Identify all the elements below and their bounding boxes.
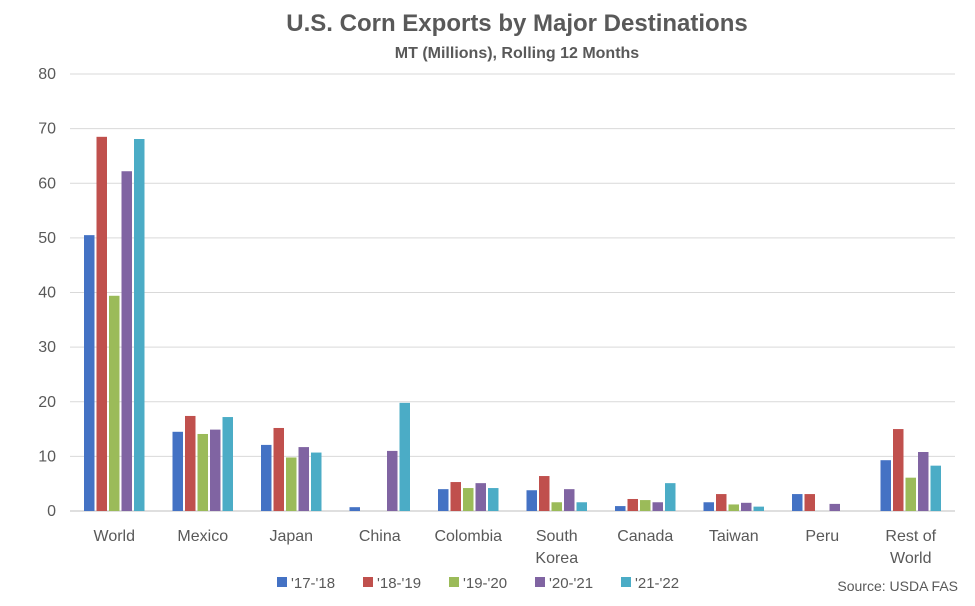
bar <box>905 477 916 511</box>
bar <box>222 417 233 511</box>
legend-swatch <box>621 577 631 587</box>
legend-swatch <box>449 577 459 587</box>
source-note: Source: USDA FAS <box>837 578 958 594</box>
bar <box>741 502 752 511</box>
bar <box>261 444 272 511</box>
y-tick-label: 0 <box>47 503 56 520</box>
x-tick-label: South Korea <box>535 528 578 567</box>
bar <box>84 235 95 512</box>
x-tick-label: Colombia <box>434 528 502 545</box>
y-tick-label: 80 <box>38 66 56 83</box>
bar <box>918 452 929 511</box>
bar <box>829 503 840 511</box>
bar <box>197 433 208 511</box>
bar <box>615 506 626 511</box>
x-tick-label-line: Taiwan <box>709 528 759 545</box>
bar <box>134 139 145 511</box>
x-tick-label-line: Rest of <box>885 528 936 545</box>
y-axis: 0 10 20 30 40 50 60 70 80 <box>38 66 56 520</box>
y-tick-label: 30 <box>38 339 56 356</box>
x-tick-label-line: Peru <box>805 528 839 545</box>
gridlines <box>70 73 955 512</box>
chart-subtitle: MT (Millions), Rolling 12 Months <box>395 45 640 62</box>
bar <box>930 465 941 511</box>
bar <box>387 450 398 511</box>
x-tick-label: Mexico <box>177 528 228 545</box>
bar <box>109 295 120 511</box>
legend-swatch <box>277 577 287 587</box>
x-tick-label-line: Canada <box>617 528 673 545</box>
legend-label: '19-'20 <box>463 575 507 592</box>
bar <box>792 494 803 511</box>
bar <box>463 488 474 511</box>
x-tick-label-line: World <box>94 528 136 545</box>
x-tick-label-line: World <box>890 550 932 567</box>
legend-swatch <box>363 577 373 587</box>
y-tick-label: 20 <box>38 394 56 411</box>
y-tick-label: 40 <box>38 285 56 302</box>
bar <box>893 429 904 511</box>
bar <box>753 506 764 511</box>
bar <box>172 431 183 511</box>
bar <box>450 482 461 511</box>
bar <box>564 489 575 511</box>
bar <box>576 502 587 511</box>
legend: '17-'18 '18-'19 '19-'20 '20-'21 '21-'22 <box>277 575 679 592</box>
chart-title: U.S. Corn Exports by Major Destinations <box>286 10 747 37</box>
bar <box>526 490 537 511</box>
legend-label: '21-'22 <box>635 575 679 592</box>
x-tick-label: Japan <box>269 528 313 545</box>
bar <box>311 452 322 511</box>
legend-swatch <box>535 577 545 587</box>
bar <box>703 502 714 511</box>
bar <box>488 488 499 511</box>
bar <box>273 427 284 511</box>
x-tick-label: Taiwan <box>709 528 759 545</box>
bar <box>121 171 132 512</box>
bar <box>539 476 550 511</box>
x-axis: World Mexico Japan China Colombia South Korea C… <box>94 528 937 567</box>
y-tick-label: 50 <box>38 230 56 247</box>
bar <box>185 415 196 511</box>
x-tick-label-line: Colombia <box>434 528 502 545</box>
y-tick-label: 60 <box>38 175 56 192</box>
bar <box>286 457 297 511</box>
bar <box>652 502 663 511</box>
bar <box>804 494 815 511</box>
x-tick-label-line: Korea <box>535 550 578 567</box>
bar <box>880 460 891 511</box>
legend-label: '17-'18 <box>291 575 335 592</box>
x-tick-label: China <box>359 528 401 545</box>
bar <box>298 447 309 511</box>
legend-label: '20-'21 <box>549 575 593 592</box>
legend-label: '18-'19 <box>377 575 421 592</box>
bar <box>438 489 449 511</box>
x-tick-label-line: China <box>359 528 401 545</box>
x-tick-label: Canada <box>617 528 673 545</box>
bar <box>210 429 221 511</box>
bar <box>349 507 360 511</box>
bar <box>728 504 739 511</box>
x-tick-label-line: South <box>536 528 578 545</box>
bars <box>84 136 941 512</box>
x-tick-label: Peru <box>805 528 839 545</box>
x-tick-label-line: Japan <box>269 528 313 545</box>
bar <box>96 136 107 511</box>
x-tick-label: World <box>94 528 136 545</box>
x-tick-label: Rest of World <box>885 528 936 567</box>
bar <box>716 494 727 511</box>
bar <box>627 498 638 511</box>
bar <box>551 502 562 511</box>
x-tick-label-line: Mexico <box>177 528 228 545</box>
y-tick-label: 10 <box>38 448 56 465</box>
bar <box>475 483 486 511</box>
bar <box>399 402 410 511</box>
bar <box>665 483 676 511</box>
bar <box>640 500 651 511</box>
y-tick-label: 70 <box>38 121 56 138</box>
